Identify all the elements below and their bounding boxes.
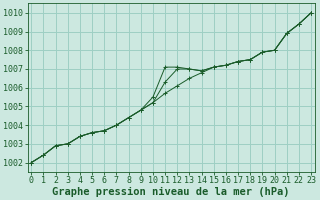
X-axis label: Graphe pression niveau de la mer (hPa): Graphe pression niveau de la mer (hPa) [52,186,290,197]
